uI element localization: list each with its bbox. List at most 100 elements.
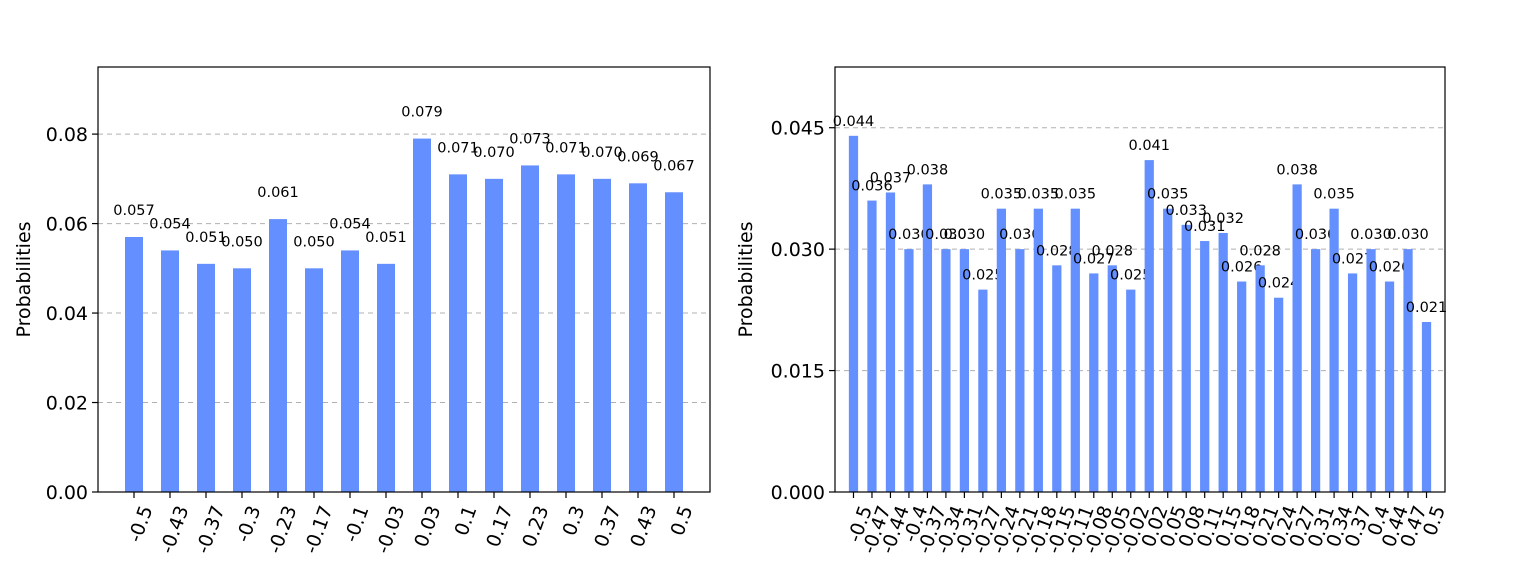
bar-value-label: 0.079 — [401, 105, 443, 121]
plot-frame — [834, 66, 1446, 493]
bar — [269, 219, 287, 492]
y-tick-label: 0.030 — [771, 239, 825, 261]
bar — [941, 249, 951, 492]
bar-value-label: 0.057 — [113, 203, 155, 219]
bar — [1070, 208, 1080, 492]
bar-value-label: 0.025 — [1110, 268, 1152, 284]
bar — [1200, 241, 1210, 492]
bar-value-label: 0.073 — [509, 131, 551, 147]
bar-value-label: 0.035 — [1055, 187, 1097, 203]
bar — [1421, 322, 1432, 492]
bar — [1310, 249, 1321, 492]
bar — [848, 135, 859, 493]
bar — [1089, 273, 1099, 492]
bar-value-label: 0.069 — [617, 149, 659, 165]
bar — [1403, 249, 1413, 492]
bar — [885, 192, 896, 492]
bar-value-label: 0.038 — [907, 162, 949, 178]
bar-value-label: 0.061 — [257, 185, 299, 201]
bar — [1015, 249, 1025, 492]
bar — [1107, 265, 1117, 492]
bar-value-label: 0.070 — [473, 145, 515, 161]
bar-value-label: 0.035 — [1313, 187, 1355, 203]
bar-value-label: 0.051 — [365, 230, 407, 246]
y-tick-label: 0.08 — [46, 124, 88, 146]
bar-value-label: 0.050 — [293, 234, 335, 250]
x-tick-label: 0.3 — [558, 503, 589, 539]
bar — [959, 249, 970, 492]
x-tick-label: -0.3 — [232, 503, 265, 545]
x-tick-label: -0.43 — [156, 503, 193, 557]
bar — [305, 268, 323, 492]
bar — [377, 263, 395, 492]
y-tick-label: 0.04 — [46, 303, 88, 325]
bar-value-label: 0.027 — [1073, 251, 1115, 267]
x-tick-label: -0.23 — [264, 503, 301, 557]
bar — [1144, 160, 1154, 492]
bar-value-label: 0.035 — [981, 187, 1023, 203]
bar — [1366, 249, 1376, 492]
bar — [1052, 265, 1062, 492]
x-tick-label: 0.37 — [590, 503, 625, 550]
x-tick-label: 0.5 — [666, 503, 697, 539]
x-tick-label: -0.37 — [192, 503, 229, 557]
plot-frame — [97, 66, 711, 493]
x-tick-label: -0.17 — [300, 503, 337, 557]
bar — [233, 268, 251, 492]
right-bar-chart: 0.044-0.50.036-0.470.037-0.440.030-0.40.… — [735, 66, 1450, 557]
bar — [1181, 224, 1191, 492]
bar-value-label: 0.021 — [1406, 300, 1448, 316]
bar — [629, 183, 647, 492]
y-tick-label: 0.045 — [771, 118, 825, 140]
bar-value-label: 0.050 — [221, 234, 263, 250]
bar-value-label: 0.026 — [1369, 260, 1411, 276]
bar-value-label: 0.054 — [149, 216, 191, 232]
bar — [485, 178, 503, 492]
y-tick-label: 0.000 — [771, 482, 825, 504]
bar — [557, 174, 575, 493]
left-bar-chart: 0.057 -0.5 0.054 -0.43 0.051 -0.37 0.050 -0.3 0.… — [13, 66, 711, 557]
bar-value-label: 0.054 — [329, 216, 371, 232]
bar — [161, 250, 179, 492]
bar — [1033, 208, 1043, 492]
bar-value-label: 0.067 — [653, 158, 695, 174]
bar-value-label: 0.036 — [851, 179, 893, 195]
bar-value-label: 0.044 — [833, 114, 875, 130]
bar — [1163, 208, 1173, 492]
bar-value-label: 0.030 — [1350, 227, 1392, 243]
bar-value-label: 0.071 — [545, 140, 587, 156]
bar — [1237, 281, 1247, 492]
bar-value-label: 0.030 — [999, 227, 1041, 243]
bar — [867, 200, 877, 493]
x-tick-label: -0.03 — [372, 503, 409, 557]
bar-value-label: 0.028 — [1092, 243, 1134, 259]
bar — [1274, 297, 1284, 492]
bar-value-label: 0.070 — [581, 145, 623, 161]
bar — [996, 208, 1006, 492]
bar-value-label: 0.024 — [1258, 276, 1300, 292]
bar-value-label: 0.051 — [185, 230, 227, 246]
bar-value-label: 0.030 — [1295, 227, 1337, 243]
y-axis-title: Probabilities — [13, 221, 35, 337]
bar — [1347, 273, 1358, 492]
bar-value-label: 0.027 — [1332, 251, 1374, 267]
bar-value-label: 0.025 — [962, 268, 1004, 284]
bar-value-label: 0.030 — [925, 227, 967, 243]
y-tick-label: 0.02 — [46, 393, 88, 415]
bar — [449, 174, 467, 493]
bar — [593, 178, 611, 492]
bar-value-label: 0.026 — [1221, 260, 1263, 276]
y-tick-label: 0.015 — [771, 361, 825, 383]
bar — [341, 250, 359, 492]
bar — [197, 263, 215, 492]
bar — [1329, 208, 1339, 492]
bar-value-label: 0.030 — [1387, 227, 1429, 243]
bar — [904, 249, 914, 492]
bar — [413, 138, 431, 492]
bar — [1126, 289, 1136, 492]
bar-value-label: 0.071 — [437, 140, 479, 156]
bar — [125, 237, 143, 492]
x-tick-label: -0.5 — [124, 503, 157, 545]
x-tick-label: 0.43 — [626, 503, 661, 550]
